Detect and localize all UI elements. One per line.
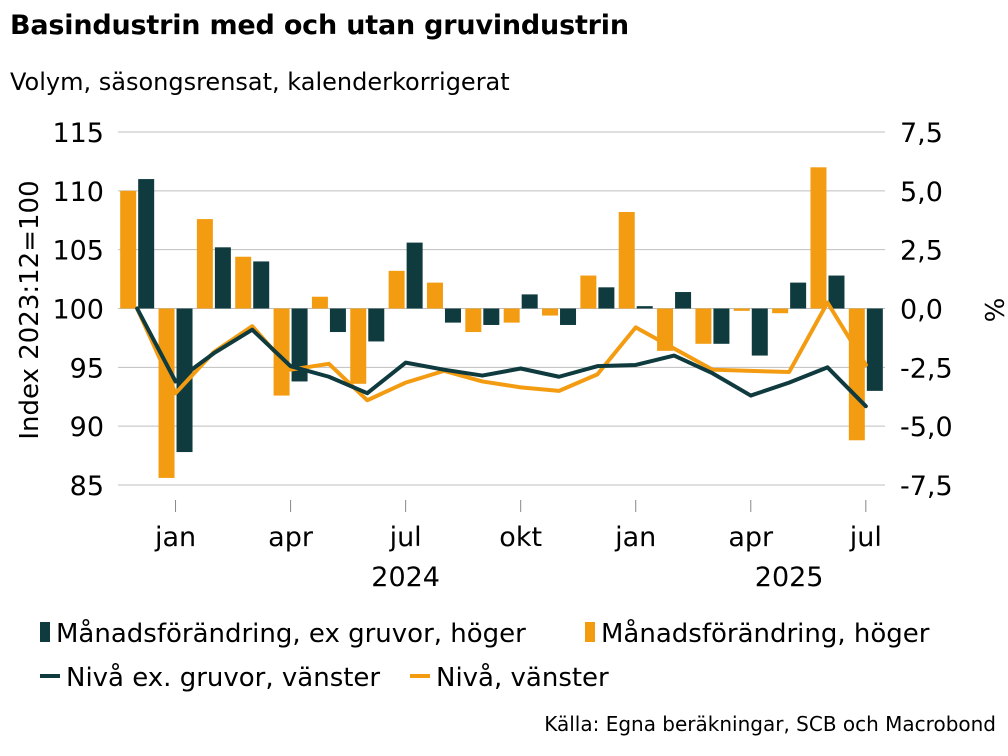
bar-ex-gruvor (368, 308, 385, 342)
bar-ex-gruvor (138, 179, 155, 309)
bar-total (350, 308, 367, 384)
bar-ex-gruvor (253, 261, 270, 309)
x-tick-label: jan (154, 522, 196, 553)
bar-ex-gruvor (828, 275, 845, 309)
y-tick-left: 110 (52, 177, 104, 208)
bar-ex-gruvor (176, 308, 193, 453)
y-tick-right: 5,0 (900, 177, 943, 208)
y-axis-left-label: Index 2023:12=100 (15, 180, 45, 439)
y-axis-left: 115 110 105 100 95 90 85 (52, 118, 104, 502)
bar-total (426, 282, 443, 309)
x-tick-label: jul (389, 522, 422, 553)
bar-ex-gruvor (790, 282, 807, 309)
x-year-label: 2025 (755, 562, 824, 593)
bar-ex-gruvor (444, 308, 461, 323)
bar-total (120, 190, 137, 309)
y-tick-left: 95 (70, 353, 104, 384)
x-axis: jan apr jul okt jan apr jul 2024 2025 (154, 500, 882, 593)
chart-title: Basindustrin med och utan gruvindustrin (10, 10, 629, 41)
bar-total (503, 308, 520, 323)
chart-subtitle: Volym, säsongsrensat, kalenderkorrigerat (10, 68, 510, 96)
gridlines (118, 131, 885, 486)
bar-ex-gruvor (521, 294, 538, 309)
bar-ex-gruvor (560, 308, 577, 325)
y-tick-left: 85 (70, 471, 104, 502)
legend: Månadsförändring, ex gruvor, höger Månads… (40, 618, 930, 693)
bar-total (273, 308, 290, 396)
y-tick-right: 7,5 (900, 118, 943, 149)
x-year-label: 2024 (371, 562, 440, 593)
y-tick-left: 90 (70, 412, 104, 443)
bar-ex-gruvor (483, 308, 500, 325)
bar-total (580, 275, 597, 309)
bar-total (733, 308, 750, 311)
bar-ex-gruvor (214, 247, 231, 309)
bar-total (848, 308, 865, 441)
bar-ex-gruvor (636, 306, 653, 309)
y-tick-right: -2,5 (900, 353, 953, 384)
bar-total (388, 270, 405, 309)
bar-ex-gruvor (713, 308, 730, 344)
y-tick-right: 2,5 (900, 236, 943, 267)
legend-label: Månadsförändring, ex gruvor, höger (56, 618, 526, 649)
y-axis-right-label: % (978, 298, 1008, 323)
y-tick-left: 100 (52, 295, 104, 326)
legend-swatch-bar (585, 622, 595, 642)
y-tick-left: 105 (52, 236, 104, 267)
bar-ex-gruvor (329, 308, 346, 333)
bar-ex-gruvor (291, 308, 308, 382)
bar-total (158, 308, 175, 478)
y-tick-right: -5,0 (900, 412, 953, 443)
x-tick-label: apr (728, 522, 774, 553)
x-tick-label: okt (499, 522, 542, 553)
bar-total (695, 308, 712, 344)
bar-total (311, 296, 328, 309)
x-tick-label: jan (614, 522, 656, 553)
bar-ex-gruvor (406, 242, 423, 309)
source-note: Källa: Egna beräkningar, SCB och Macrobo… (544, 712, 996, 736)
legend-label: Nivå ex. gruvor, vänster (66, 662, 380, 693)
bar-total (542, 308, 559, 316)
line-niva-ex-gruvor (135, 306, 868, 409)
legend-label: Nivå, vänster (436, 662, 609, 693)
x-tick-label: apr (268, 522, 314, 553)
line-series (135, 300, 868, 409)
bar-ex-gruvor (866, 308, 883, 391)
legend-swatch-bar (40, 622, 50, 642)
y-tick-right: 0,0 (900, 295, 943, 326)
bar-ex-gruvor (751, 308, 768, 356)
y-tick-left: 115 (52, 118, 104, 149)
x-tick-label: jul (849, 522, 882, 553)
y-axis-right: 7,5 5,0 2,5 0,0 -2,5 -5,0 -7,5 (900, 118, 953, 502)
bar-ex-gruvor (598, 287, 615, 309)
bar-total (235, 256, 252, 309)
bar-series (120, 167, 883, 478)
bar-total (810, 167, 827, 309)
y-tick-right: -7,5 (900, 471, 953, 502)
bar-total (196, 219, 213, 309)
bar-ex-gruvor (675, 292, 692, 309)
bar-total (618, 212, 635, 309)
bar-total (772, 308, 789, 314)
bar-total (465, 308, 482, 333)
legend-label: Månadsförändring, höger (601, 618, 930, 649)
